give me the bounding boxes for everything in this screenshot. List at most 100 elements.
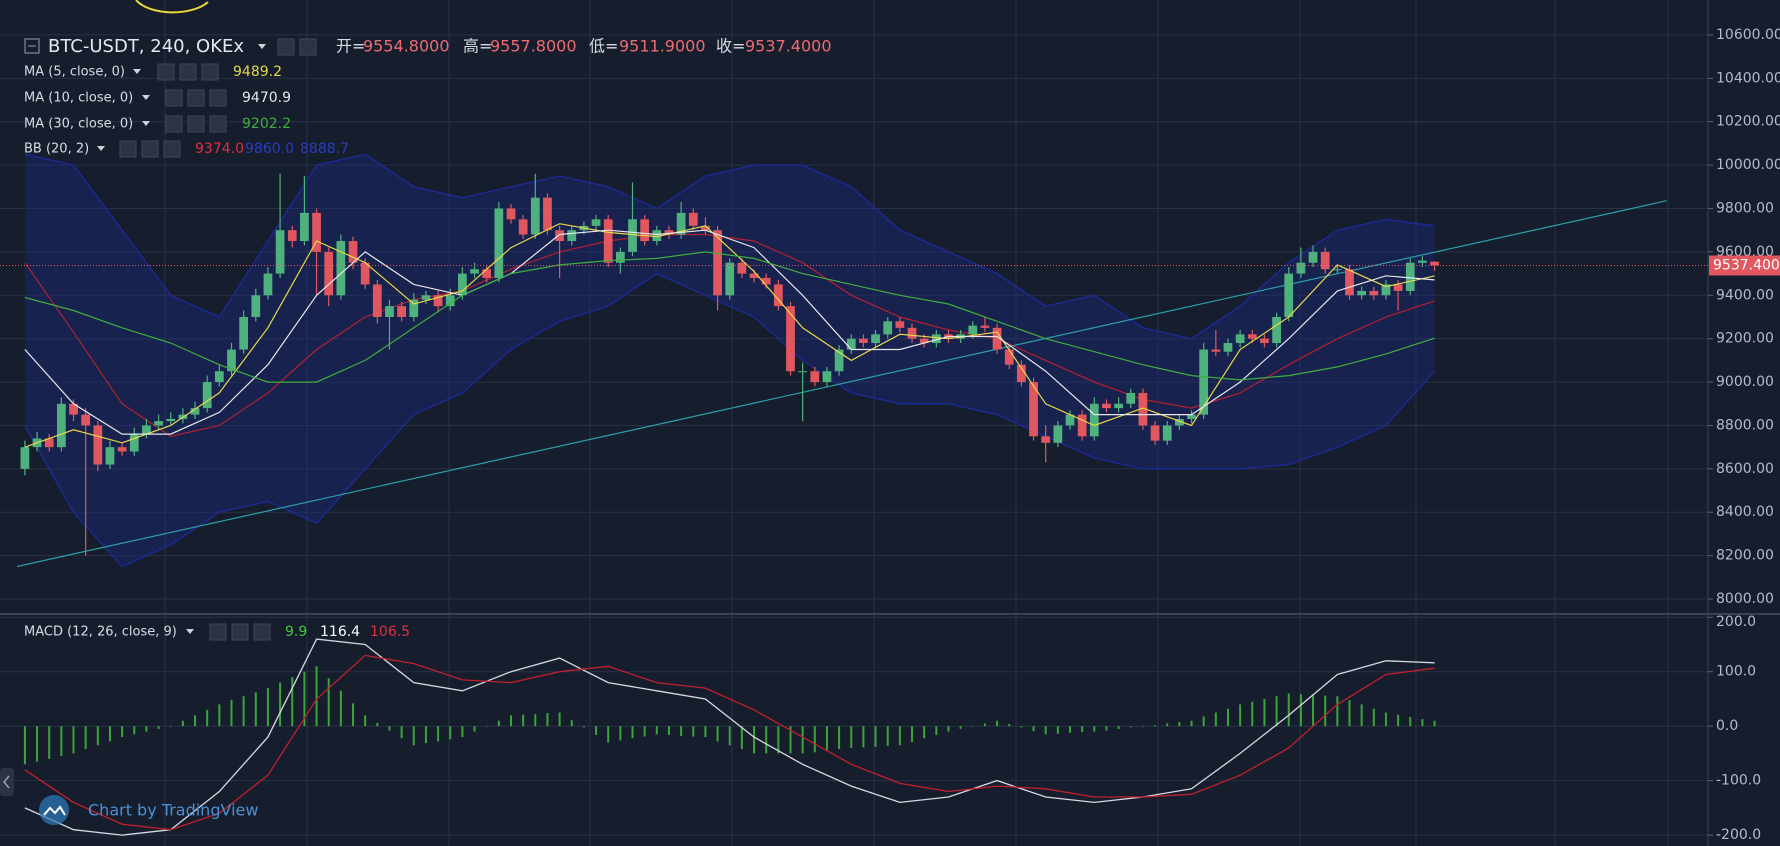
side-toggle[interactable]: [0, 768, 14, 796]
candle-body: [1065, 414, 1075, 426]
candle-body: [1381, 284, 1391, 296]
legend-icon-button[interactable]: [141, 140, 159, 158]
candle-body: [1272, 316, 1281, 344]
histogram-bar: [1409, 716, 1412, 727]
histogram-bar: [874, 726, 877, 747]
candle-body: [567, 230, 577, 242]
histogram-bar: [96, 726, 99, 746]
legend-icon-button[interactable]: [165, 115, 183, 133]
dropdown-caret[interactable]: [258, 44, 266, 49]
legend-icon-button[interactable]: [157, 63, 175, 81]
y-tick-label: 9400.00: [1716, 287, 1774, 303]
legend-icon-button[interactable]: [209, 115, 227, 133]
indicator-value: 9860.0: [245, 141, 294, 157]
ma-line: [24, 251, 1435, 383]
candle-body: [992, 327, 1002, 350]
histogram-bar: [923, 726, 926, 739]
legend-icon-button[interactable]: [209, 89, 227, 107]
histogram-bar: [1141, 726, 1144, 727]
dropdown-caret[interactable]: [142, 95, 150, 100]
indicator-name: BB (20, 2): [24, 142, 89, 157]
legend-icon-button[interactable]: [299, 38, 317, 56]
histogram-bar: [1190, 720, 1193, 727]
dropdown-caret[interactable]: [133, 69, 141, 74]
candle-body: [324, 251, 334, 296]
histogram-bar: [728, 726, 731, 746]
histogram-bar: [983, 723, 986, 727]
legend-icon-button[interactable]: [163, 140, 181, 158]
dropdown-caret[interactable]: [97, 146, 105, 151]
candle-body: [931, 334, 941, 344]
last-price-box: [1709, 255, 1780, 276]
histogram-bar: [1226, 708, 1229, 727]
legend-icon-button[interactable]: [187, 89, 205, 107]
histogram-bar: [850, 726, 853, 748]
candle-body: [786, 306, 795, 372]
candle-body: [458, 273, 467, 296]
candle-body: [433, 295, 443, 307]
candle-body: [968, 325, 978, 335]
y-tick-label: 8800.00: [1716, 417, 1774, 433]
histogram-bar: [740, 726, 743, 750]
histogram-bar: [570, 720, 573, 727]
candle-body: [1418, 260, 1427, 263]
histogram-bar: [1336, 696, 1339, 727]
collapse-button[interactable]: [24, 38, 40, 54]
candle-body: [859, 338, 868, 344]
histogram-bar: [631, 726, 634, 739]
histogram-bar: [339, 690, 342, 727]
candle-body: [214, 371, 224, 383]
legend-icon-button[interactable]: [253, 623, 271, 641]
candle-body: [603, 219, 613, 263]
watermark-logo-mark: [43, 805, 66, 816]
histogram-bar: [886, 726, 889, 746]
histogram-bar: [1056, 726, 1059, 734]
candle-body: [44, 438, 54, 448]
candle-body: [1405, 262, 1415, 291]
legend-icon-button[interactable]: [201, 63, 219, 81]
candle-body: [275, 230, 285, 274]
header-field-label: 收=: [716, 37, 745, 56]
histogram-bar: [1397, 714, 1400, 727]
y-tick-label: 9000.00: [1716, 374, 1774, 390]
histogram-bar: [996, 720, 999, 727]
legend-icon-button[interactable]: [119, 140, 137, 158]
histogram-bar: [424, 726, 427, 744]
y-tick-label: -100.0: [1716, 773, 1761, 789]
histogram-bar: [388, 726, 391, 731]
candle-body: [737, 262, 747, 274]
candle-body: [129, 434, 139, 452]
candle-body: [1296, 262, 1306, 274]
candle-body: [725, 262, 735, 296]
histogram-bar: [36, 726, 39, 762]
dropdown-caret[interactable]: [142, 121, 150, 126]
histogram-bar: [655, 726, 658, 735]
histogram-bar: [716, 726, 719, 742]
legend-icon-button[interactable]: [187, 115, 205, 133]
histogram-bar: [1008, 724, 1011, 727]
header-field-label: 高=: [463, 37, 492, 56]
legend-icon-button[interactable]: [179, 63, 197, 81]
dropdown-caret[interactable]: [186, 629, 194, 634]
candle-body: [166, 418, 176, 422]
legend-icon-button[interactable]: [209, 623, 227, 641]
legend-icon-button[interactable]: [165, 89, 183, 107]
watermark[interactable]: Chart by TradingView: [88, 801, 258, 820]
histogram-bar: [534, 714, 537, 727]
candle-body: [1235, 334, 1245, 344]
legend-icon-button[interactable]: [277, 38, 295, 56]
histogram-bar: [558, 712, 561, 727]
candle-body: [1357, 290, 1367, 296]
candle-body: [640, 219, 650, 242]
histogram-bar: [1360, 704, 1363, 727]
candle-body: [20, 447, 30, 469]
candle-body: [397, 306, 406, 317]
candle-body: [1393, 284, 1403, 291]
legend-icon-button[interactable]: [231, 623, 249, 641]
histogram-bar: [1433, 720, 1436, 727]
histogram-bar: [546, 713, 549, 727]
histogram-bar: [48, 726, 51, 759]
